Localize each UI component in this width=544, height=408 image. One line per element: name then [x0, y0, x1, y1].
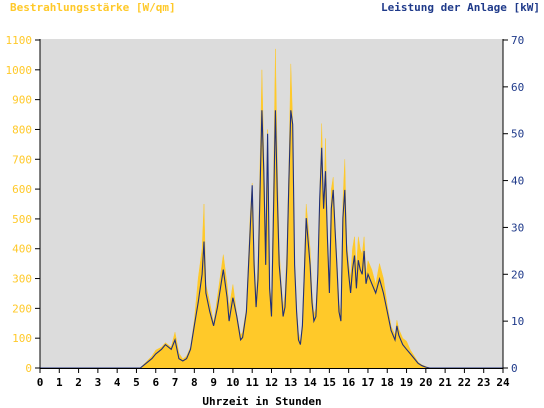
x-tick-label: 3 [95, 376, 102, 389]
series-layer [40, 48, 503, 369]
x-tick-label: 8 [191, 376, 198, 389]
left-tick-label: 200 [12, 302, 32, 315]
right-tick-label: 40 [511, 175, 524, 188]
left-axis-title: Bestrahlungsstärke [W/qm] [10, 1, 176, 14]
x-tick-label: 21 [439, 376, 453, 389]
x-tick-label: 23 [477, 376, 490, 389]
x-tick-label: 1 [56, 376, 63, 389]
x-tick-label: 11 [246, 376, 260, 389]
x-tick-label: 16 [342, 376, 356, 389]
right-axis-ticks: 0 10 20 30 40 50 60 70 [503, 34, 524, 375]
right-axis-title: Leistung der Anlage [kW] [381, 1, 540, 14]
x-tick-label: 19 [400, 376, 413, 389]
right-tick-label: 70 [511, 34, 524, 47]
power-line [40, 110, 503, 369]
x-tick-label: 17 [361, 376, 374, 389]
left-tick-label: 900 [12, 94, 32, 107]
x-tick-label: 7 [172, 376, 179, 389]
left-tick-label: 600 [12, 183, 32, 196]
left-tick-label: 100 [12, 332, 32, 345]
left-tick-label: 700 [12, 153, 32, 166]
x-tick-label: 10 [226, 376, 239, 389]
left-tick-label: 400 [12, 243, 32, 256]
left-tick-label: 800 [12, 123, 32, 136]
x-tick-label: 5 [133, 376, 140, 389]
right-tick-label: 30 [511, 221, 524, 234]
x-tick-label: 15 [323, 376, 336, 389]
x-tick-label: 9 [210, 376, 217, 389]
left-tick-label: 0 [25, 362, 32, 375]
x-tick-label: 12 [265, 376, 278, 389]
x-tick-label: 6 [152, 376, 159, 389]
x-tick-label: 0 [37, 376, 44, 389]
x-tick-label: 22 [458, 376, 471, 389]
x-tick-label: 20 [419, 376, 432, 389]
x-tick-label: 13 [284, 376, 297, 389]
x-tick-label: 4 [114, 376, 121, 389]
x-tick-label: 2 [75, 376, 82, 389]
left-axis-ticks: 0 100 200 300 400 500 600 700 800 900 1000 1100 [6, 34, 40, 375]
left-tick-label: 1100 [6, 34, 33, 47]
x-axis-label: Uhrzeit in Stunden [202, 395, 321, 408]
left-tick-label: 1000 [6, 64, 33, 77]
x-tick-label: 18 [381, 376, 394, 389]
right-tick-label: 20 [511, 268, 524, 281]
left-tick-label: 300 [12, 273, 32, 286]
right-tick-label: 10 [511, 315, 524, 328]
left-tick-label: 500 [12, 213, 32, 226]
right-tick-label: 50 [511, 128, 524, 141]
x-axis-ticks: 0 1 2 3 4 5 6 7 8 9 10 11 12 13 14 15 16 17 18 19 20 21 22 23 24 [37, 368, 510, 389]
right-tick-label: 0 [511, 362, 518, 375]
x-tick-label: 14 [303, 376, 317, 389]
right-tick-label: 60 [511, 81, 524, 94]
x-tick-label: 24 [496, 376, 510, 389]
